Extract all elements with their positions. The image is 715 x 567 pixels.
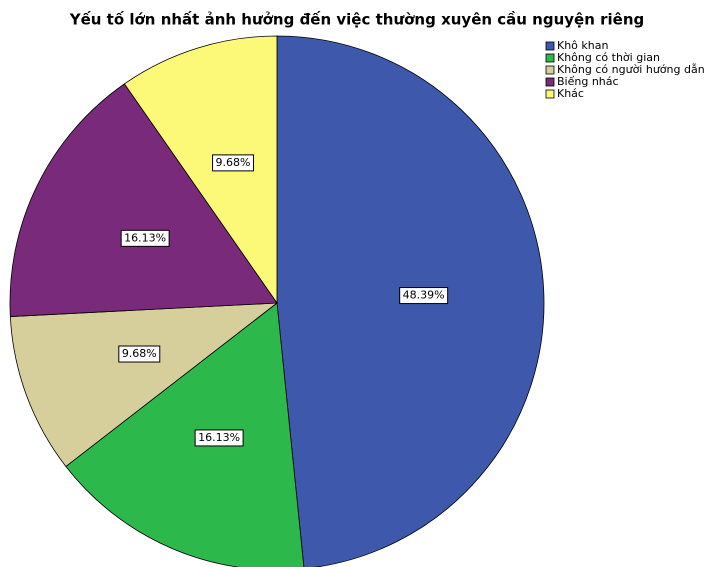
legend-label: Khác [557,87,584,100]
data-label: 16.13% [120,229,170,247]
data-label-text: 9.68% [216,156,251,169]
data-label-box [399,287,449,305]
data-label-box [212,154,255,172]
legend-swatch [545,77,555,87]
legend-swatch [545,89,555,99]
data-label: 48.39% [399,287,449,305]
legend-swatch [545,53,555,63]
data-label: 9.68% [118,345,161,363]
data-label: 16.13% [194,429,244,447]
pie-slice [123,35,278,305]
chart-title: Yếu tố lớn nhất ảnh hưởng đến việc thườn… [69,10,645,29]
data-label-box [194,429,244,447]
legend-label: Không có thời gian [557,51,660,64]
pie-slice [65,302,305,567]
legend-label: Biếng nhác [557,75,619,88]
data-label-box [120,229,170,247]
legend-label: Khô khan [557,39,608,52]
pie-slice [9,83,278,317]
data-label-text: 9.68% [122,347,157,360]
data-label-text: 16.13% [124,231,166,244]
legend-swatch [545,41,555,51]
data-label-box [118,345,161,363]
data-label: 9.68% [212,154,255,172]
data-label-text: 48.39% [403,289,445,302]
pie-slice [9,302,279,468]
legend-label: Không có người hướng dẫn [557,63,705,76]
legend-swatch [545,65,555,75]
data-label-text: 16.13% [198,431,240,444]
